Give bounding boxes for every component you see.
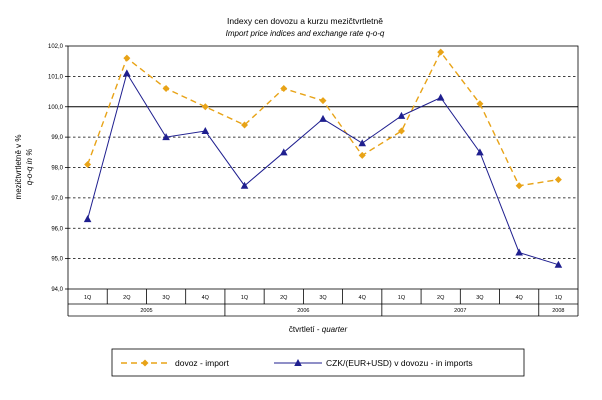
y-tick-label: 95,0	[51, 257, 63, 263]
y-axis-label-en: q-o-q in %	[25, 149, 34, 185]
chart-subtitle: Import price indices and exchange rate q…	[226, 29, 385, 38]
axis-layer: 94,0 95,0 96,0 97,0 98,0 99,0 100,0 101,0 102,0 1…	[48, 44, 579, 317]
y-tick-label: 100,0	[48, 105, 64, 111]
series-0-point	[554, 176, 562, 184]
x-tick-label: 2Q	[437, 295, 445, 301]
y-tick-label: 98,0	[51, 166, 63, 172]
y-tick-label: 94,0	[51, 287, 63, 293]
series-0-point	[84, 160, 92, 168]
series-0-point	[162, 85, 170, 93]
series-0-point	[476, 100, 484, 108]
y-tick-label: 102,0	[48, 44, 64, 50]
year-label: 2008	[552, 308, 564, 314]
x-tick-label: 1Q	[241, 295, 249, 301]
series-0-point	[319, 97, 327, 105]
y-tick-label: 101,0	[48, 74, 64, 80]
series-1-point	[554, 260, 563, 268]
x-axis-label: čtvrtletí - quarter	[289, 325, 348, 334]
y-axis-label-cz: mezičtvrtletně v %	[14, 135, 23, 200]
x-tick-label: 2Q	[280, 295, 288, 301]
x-tick-label: 1Q	[555, 295, 563, 301]
series-1-point	[123, 69, 131, 77]
series-0-point	[397, 127, 405, 135]
series-0-point	[241, 121, 249, 129]
x-tick-label: 3Q	[162, 295, 170, 301]
series-1-point	[397, 111, 406, 119]
x-tick-label: 3Q	[476, 295, 484, 301]
series-1-point	[319, 114, 327, 122]
x-tick-label: 1Q	[398, 295, 406, 301]
series-1-point	[83, 215, 92, 223]
y-tick-label: 99,0	[51, 135, 63, 141]
series-0-point	[123, 54, 131, 62]
chart-title: Indexy cen dovozu a kurzu mezičtvrtletně	[227, 16, 383, 26]
x-tick-label: 4Q	[359, 295, 367, 301]
x-tick-label: 4Q	[202, 295, 210, 301]
series-1-point	[162, 133, 170, 141]
legend-label-1: CZK/(EUR+USD) v dovozu - in imports	[326, 358, 473, 368]
series-1-point	[240, 181, 249, 189]
y-tick-label: 96,0	[51, 226, 63, 232]
series-0-point	[437, 48, 445, 56]
legend: dovoz - import CZK/(EUR+USD) v dovozu - i…	[121, 358, 473, 368]
year-label: 2005	[140, 308, 152, 314]
series-1-point	[279, 148, 288, 156]
legend-label-0: dovoz - import	[175, 358, 229, 368]
x-tick-label: 3Q	[319, 295, 327, 301]
series-1-point	[515, 248, 523, 256]
series-1-point	[436, 93, 445, 101]
x-tick-label: 4Q	[515, 295, 523, 301]
x-tick-label: 2Q	[123, 295, 131, 301]
x-axis-label-cz: čtvrtletí -	[289, 325, 322, 334]
y-tick-label: 97,0	[51, 196, 63, 202]
series-0-point	[358, 151, 366, 159]
series-1-point	[358, 139, 367, 147]
series-1-point	[201, 127, 210, 135]
legend-marker-0	[141, 359, 149, 367]
x-axis-label-en: quarter	[322, 325, 348, 334]
year-label: 2006	[297, 308, 309, 314]
series-layer	[83, 48, 563, 268]
grid-layer	[68, 76, 578, 259]
legend-marker-1	[294, 359, 302, 366]
series-0-point	[515, 182, 523, 190]
year-label: 2007	[454, 308, 466, 314]
x-tick-label: 1Q	[84, 295, 92, 301]
series-1-point	[476, 148, 484, 156]
series-0-point	[201, 103, 209, 111]
plot-area	[67, 45, 579, 290]
series-0-point	[280, 85, 288, 93]
